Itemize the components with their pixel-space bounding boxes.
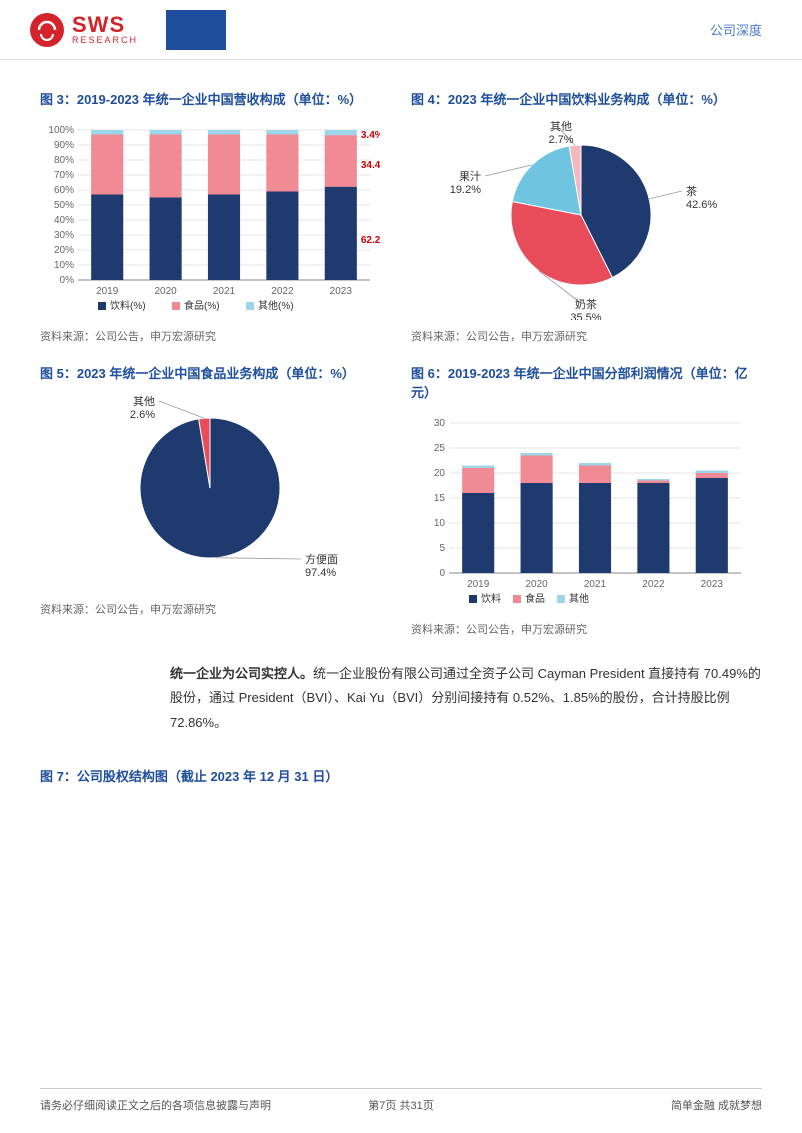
svg-text:食品: 食品	[525, 592, 545, 605]
svg-text:2019: 2019	[467, 579, 490, 590]
svg-text:25: 25	[434, 443, 446, 454]
chart5-title: 图 5：2023 年统一企业中国食品业务构成（单位：%）	[40, 364, 391, 384]
logo: SWS RESEARCH	[0, 0, 226, 60]
svg-text:2023: 2023	[701, 579, 724, 590]
logo-sub-text: RESEARCH	[72, 36, 138, 45]
svg-text:10: 10	[434, 518, 446, 529]
svg-text:2023: 2023	[330, 286, 353, 297]
fig7-title: 图 7：公司股权结构图（截止 2023 年 12 月 31 日）	[40, 766, 762, 785]
svg-text:62.2%: 62.2%	[361, 235, 380, 246]
svg-text:其他: 其他	[569, 592, 589, 605]
svg-text:2021: 2021	[584, 579, 607, 590]
svg-text:97.4%: 97.4%	[305, 567, 336, 579]
svg-text:15: 15	[434, 493, 446, 504]
chart4-title: 图 4：2023 年统一企业中国饮料业务构成（单位：%）	[411, 90, 762, 110]
page-header: SWS RESEARCH 公司深度	[0, 0, 802, 60]
chart6-canvas: 0 5 10 15 20 25 30 2019 2020 2021 2022 2023 饮料 食品 其他	[411, 413, 762, 613]
svg-text:其他: 其他	[550, 120, 572, 133]
svg-text:2019: 2019	[96, 286, 119, 297]
body-paragraph: 统一企业为公司实控人。统一企业股份有限公司通过全资子公司 Cayman Pres…	[170, 662, 762, 736]
page-footer: 请务必仔细阅读正文之后的各项信息披露与声明 第7页 共31页 简单金融 成就梦想	[40, 1088, 762, 1113]
svg-text:50%: 50%	[54, 200, 74, 211]
svg-text:2022: 2022	[642, 579, 665, 590]
header-blue-block	[166, 10, 226, 50]
svg-text:2020: 2020	[154, 286, 177, 297]
svg-text:0: 0	[439, 568, 445, 579]
chart3-canvas: 0% 10% 20% 30% 40% 50% 60% 70% 80% 90% 100% 2019 202…	[40, 120, 391, 320]
svg-text:其他: 其他	[133, 395, 155, 408]
footer-page-number: 第7页 共31页	[368, 1097, 433, 1113]
svg-text:30: 30	[434, 418, 446, 429]
svg-text:0%: 0%	[60, 275, 75, 286]
chart3-title: 图 3：2019-2023 年统一企业中国营收构成（单位：%）	[40, 90, 391, 110]
chart5-block: 图 5：2023 年统一企业中国食品业务构成（单位：%） 方便面97.4% 其他2…	[40, 364, 391, 637]
svg-text:2020: 2020	[525, 579, 548, 590]
svg-text:90%: 90%	[54, 140, 74, 151]
svg-text:30%: 30%	[54, 230, 74, 241]
svg-text:34.4%: 34.4%	[361, 160, 380, 171]
footer-right: 简单金融 成就梦想	[671, 1097, 762, 1113]
svg-text:2021: 2021	[213, 286, 236, 297]
svg-text:19.2%: 19.2%	[450, 184, 481, 196]
doc-type-label: 公司深度	[710, 20, 762, 39]
chart3-source: 资料来源：公司公告，申万宏源研究	[40, 328, 391, 344]
body-bold: 统一企业为公司实控人。	[170, 666, 313, 681]
svg-text:饮料: 饮料	[481, 592, 501, 605]
svg-text:20: 20	[434, 468, 446, 479]
chart5-canvas: 方便面97.4% 其他2.6%	[40, 393, 391, 593]
svg-text:2.6%: 2.6%	[130, 409, 155, 421]
logo-main-text: SWS	[72, 14, 138, 36]
chart4-block: 图 4：2023 年统一企业中国饮料业务构成（单位：%） 茶42.6% 奶茶35.…	[411, 90, 762, 344]
svg-text:80%: 80%	[54, 155, 74, 166]
chart5-source: 资料来源：公司公告，申万宏源研究	[40, 601, 391, 617]
svg-text:10%: 10%	[54, 260, 74, 271]
svg-text:20%: 20%	[54, 245, 74, 256]
svg-text:奶茶: 奶茶	[575, 297, 597, 311]
svg-text:食品(%): 食品(%)	[184, 299, 220, 312]
svg-text:2022: 2022	[271, 286, 294, 297]
svg-text:42.6%: 42.6%	[686, 199, 717, 211]
svg-text:100%: 100%	[48, 125, 74, 136]
svg-text:3.4%: 3.4%	[361, 130, 380, 141]
chart6-source: 资料来源：公司公告，申万宏源研究	[411, 621, 762, 637]
svg-text:茶: 茶	[686, 185, 697, 198]
svg-text:40%: 40%	[54, 215, 74, 226]
svg-text:饮料(%): 饮料(%)	[110, 299, 146, 312]
chart6-title: 图 6：2019-2023 年统一企业中国分部利润情况（单位：亿元）	[411, 364, 762, 403]
chart3-block: 图 3：2019-2023 年统一企业中国营收构成（单位：%） 0% 10% 20%…	[40, 90, 391, 344]
sws-logo-icon	[30, 13, 64, 47]
svg-text:70%: 70%	[54, 170, 74, 181]
svg-text:果汁: 果汁	[459, 170, 481, 183]
svg-text:5: 5	[439, 543, 445, 554]
chart6-block: 图 6：2019-2023 年统一企业中国分部利润情况（单位：亿元） 0 5 10 1…	[411, 364, 762, 637]
chart4-source: 资料来源：公司公告，申万宏源研究	[411, 328, 762, 344]
svg-text:其他(%): 其他(%)	[258, 299, 294, 312]
svg-text:方便面: 方便面	[305, 552, 338, 566]
footer-left: 请务必仔细阅读正文之后的各项信息披露与声明	[40, 1097, 271, 1113]
content-area: 图 3：2019-2023 年统一企业中国营收构成（单位：%） 0% 10% 20%…	[0, 60, 802, 785]
svg-text:2.7%: 2.7%	[548, 134, 573, 146]
svg-text:35.5%: 35.5%	[570, 312, 601, 320]
chart4-canvas: 茶42.6% 奶茶35.5% 果汁19.2% 其他2.7%	[411, 120, 762, 320]
svg-text:60%: 60%	[54, 185, 74, 196]
